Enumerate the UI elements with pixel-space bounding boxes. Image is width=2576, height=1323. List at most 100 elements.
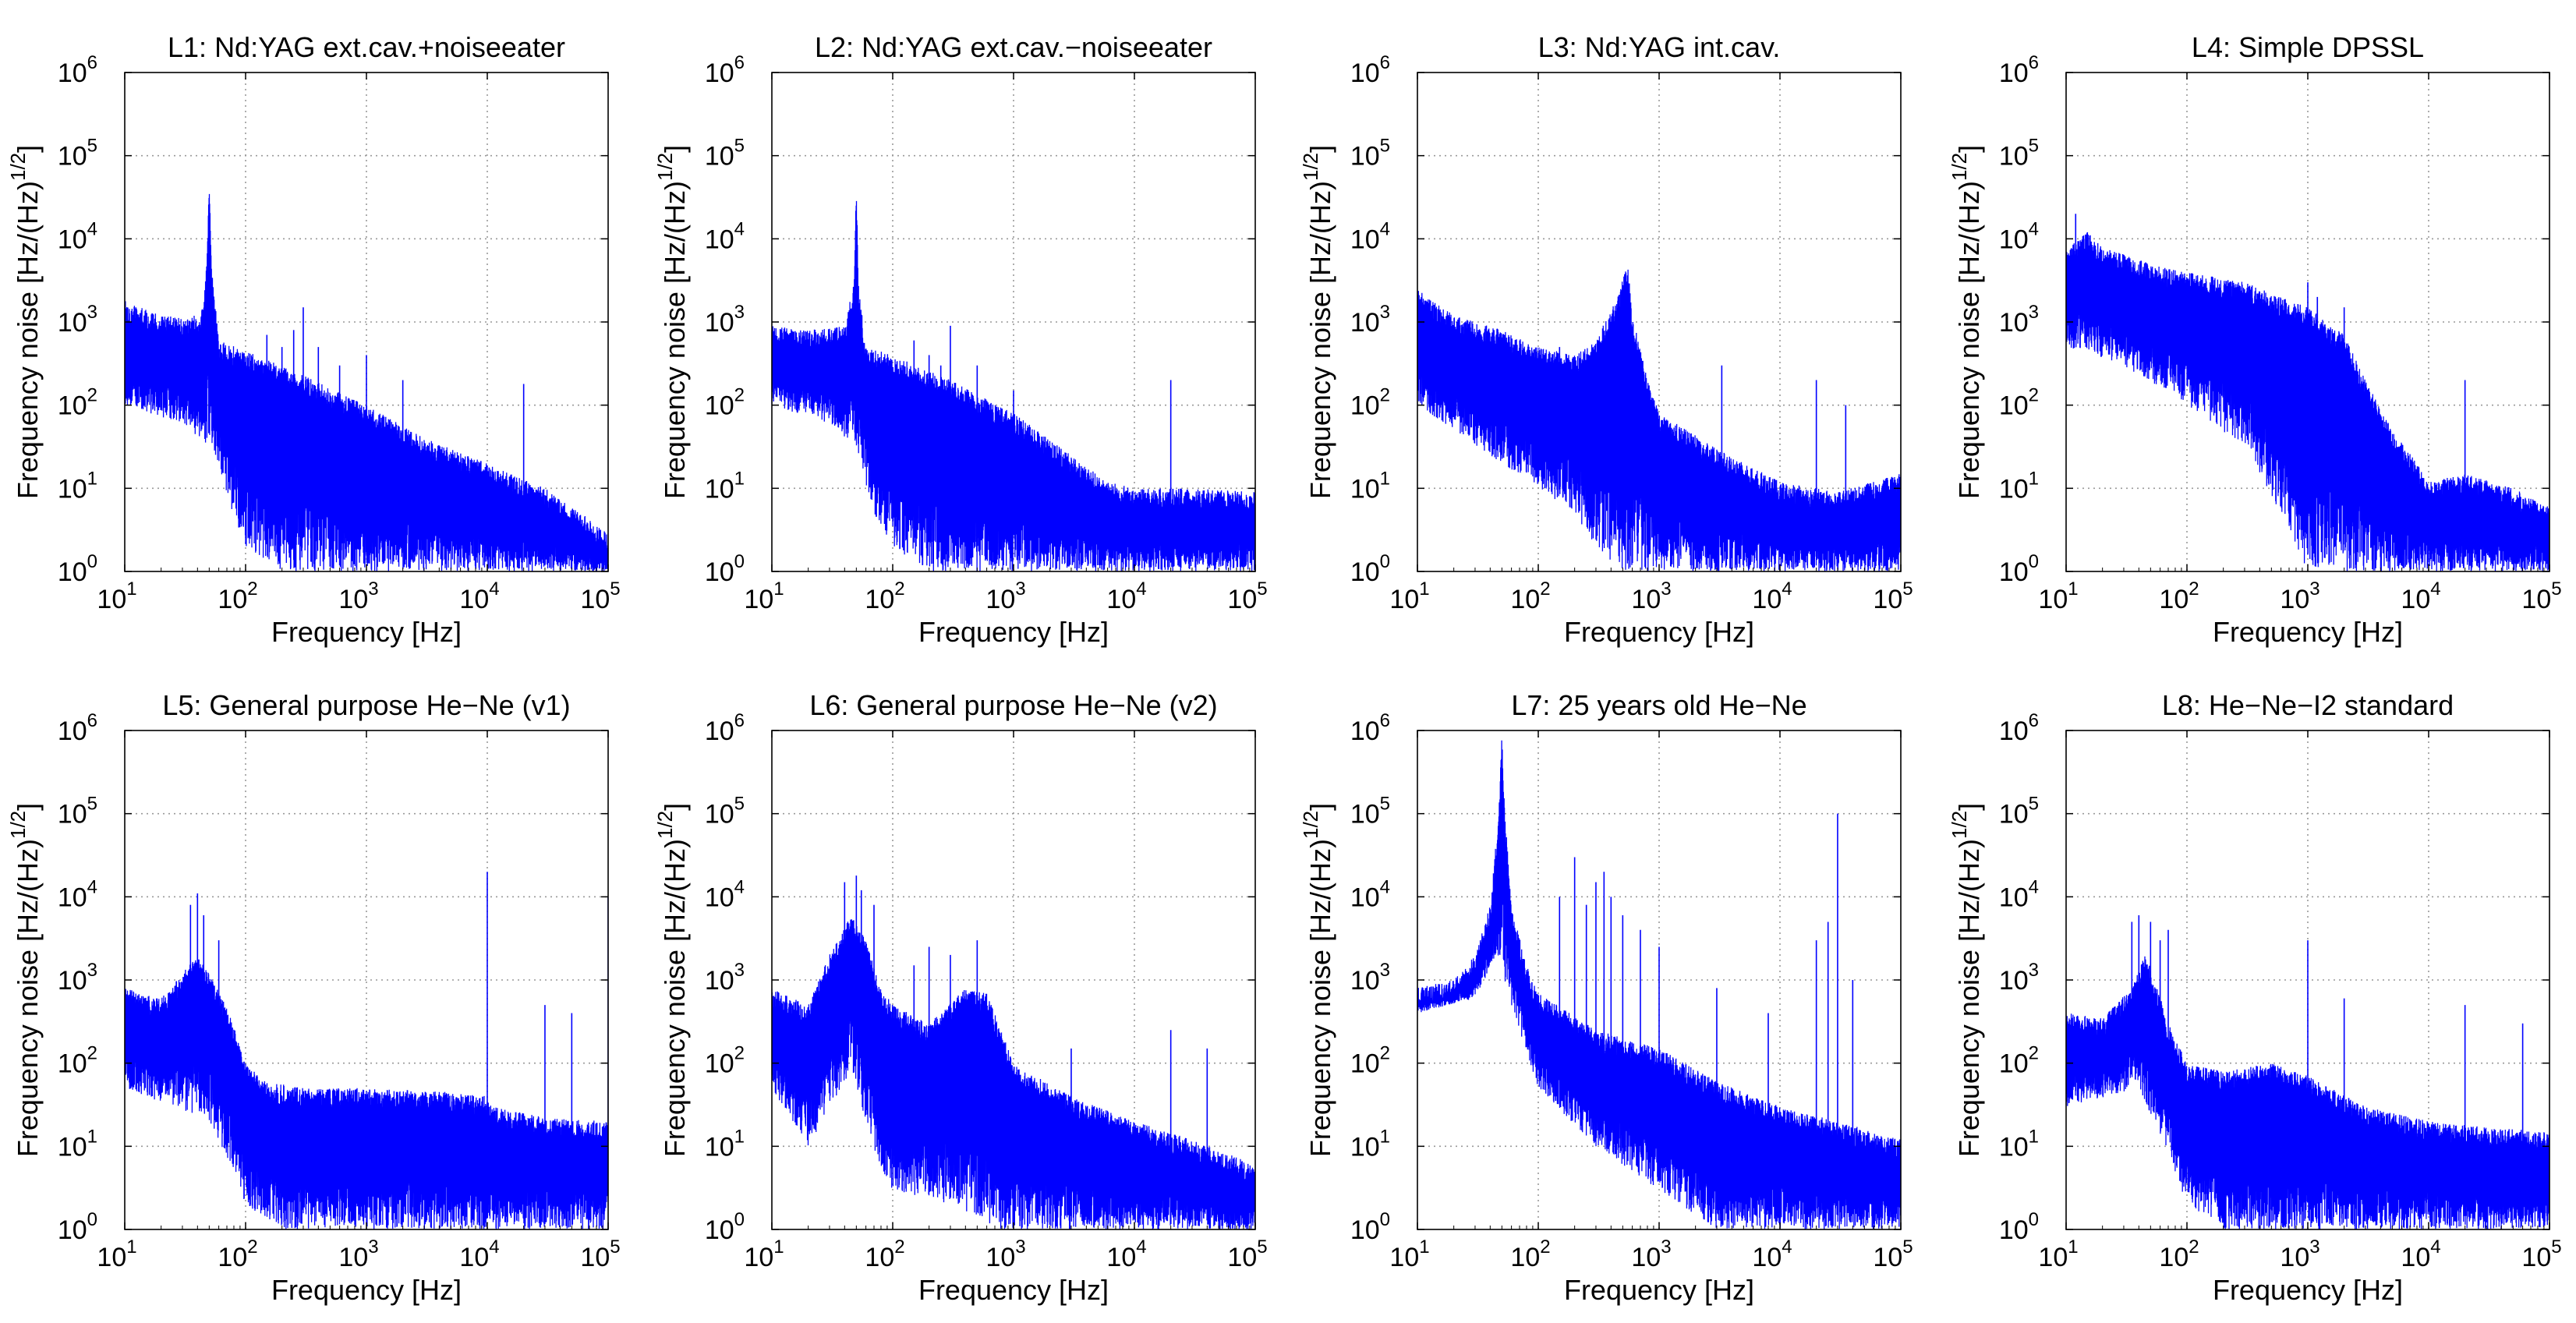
- y-tick-base: 10: [705, 966, 734, 996]
- y-label-sup: 1/2: [1299, 811, 1322, 839]
- y-tick-label: 104: [705, 876, 745, 912]
- x-tick-exp: 2: [1540, 578, 1550, 600]
- y-tick-base: 10: [58, 142, 87, 172]
- y-label-sup: 1/2: [6, 153, 30, 181]
- y-tick-exp: 5: [1380, 136, 1390, 157]
- y-tick-exp: 6: [734, 52, 745, 73]
- chart-title: L6: General purpose He−Ne (v2): [809, 689, 1217, 721]
- x-tick-label: 103: [1631, 1236, 1671, 1272]
- y-label-sup: 1/2: [1948, 153, 1971, 181]
- x-tick-exp: 4: [1782, 578, 1792, 600]
- x-tick-exp: 3: [368, 1236, 378, 1258]
- y-tick-base: 10: [705, 308, 734, 338]
- y-tick-base: 10: [1350, 966, 1380, 996]
- x-tick-label: 103: [338, 1236, 378, 1272]
- y-tick-exp: 0: [1380, 551, 1390, 572]
- y-tick-label: 106: [58, 52, 97, 88]
- y-label-main: Frequency noise [Hz/(Hz): [12, 839, 44, 1157]
- y-tick-base: 10: [58, 883, 87, 912]
- x-axis-label: Frequency [Hz]: [271, 616, 462, 648]
- y-tick-exp: 6: [1380, 52, 1390, 73]
- y-tick-exp: 4: [734, 218, 745, 239]
- y-tick-label: 106: [1999, 52, 2039, 88]
- x-tick-label: 101: [1389, 1236, 1429, 1272]
- y-tick-label: 106: [1350, 710, 1390, 746]
- y-tick-exp: 0: [87, 551, 97, 572]
- y-tick-label: 102: [58, 1043, 97, 1079]
- y-tick-exp: 5: [734, 136, 745, 157]
- x-tick-exp: 4: [2430, 1236, 2440, 1258]
- x-tick-base: 10: [2280, 585, 2309, 614]
- y-tick-label: 105: [58, 136, 97, 172]
- y-tick-base: 10: [705, 883, 734, 912]
- y-tick-exp: 6: [734, 710, 745, 731]
- x-tick-base: 10: [459, 585, 489, 614]
- x-tick-exp: 5: [610, 1236, 620, 1258]
- series-line: [2066, 233, 2549, 571]
- x-tick-label: 104: [459, 1236, 499, 1272]
- x-tick-exp: 3: [1661, 1236, 1671, 1258]
- series-line: [1417, 269, 1901, 571]
- y-tick-exp: 4: [87, 876, 97, 897]
- y-tick-exp: 4: [1380, 876, 1390, 897]
- y-tick-exp: 2: [2029, 385, 2039, 406]
- y-label-main: Frequency noise [Hz/(Hz): [1953, 181, 1985, 499]
- y-tick-label: 106: [1999, 710, 2039, 746]
- x-tick-label: 102: [1510, 1236, 1550, 1272]
- y-tick-base: 10: [58, 58, 87, 88]
- y-tick-exp: 4: [734, 876, 745, 897]
- x-tick-exp: 3: [2309, 578, 2319, 600]
- y-tick-base: 10: [705, 142, 734, 172]
- x-tick-base: 10: [338, 1243, 368, 1272]
- x-tick-label: 105: [580, 1236, 620, 1272]
- y-axis-label: Frequency noise [Hz/(Hz)1/2]: [653, 145, 691, 499]
- y-tick-exp: 4: [1380, 218, 1390, 239]
- x-tick-base: 10: [97, 1243, 126, 1272]
- y-tick-base: 10: [1999, 557, 2029, 587]
- y-label-close: ]: [659, 145, 691, 153]
- y-tick-base: 10: [58, 225, 87, 254]
- y-tick-label: 104: [705, 218, 745, 254]
- y-label-close: ]: [1953, 145, 1985, 153]
- x-tick-base: 10: [1873, 1243, 1902, 1272]
- y-axis-label: Frequency noise [Hz/(Hz)1/2]: [6, 145, 44, 499]
- x-tick-exp: 2: [2189, 1236, 2199, 1258]
- y-tick-exp: 6: [2029, 710, 2039, 731]
- x-tick-base: 10: [218, 585, 247, 614]
- x-tick-label: 104: [1752, 578, 1792, 614]
- y-tick-base: 10: [1999, 800, 2029, 830]
- y-tick-label: 100: [58, 1209, 97, 1245]
- y-axis-label: Frequency noise [Hz/(Hz)1/2]: [6, 803, 44, 1157]
- x-tick-exp: 5: [1257, 578, 1267, 600]
- y-tick-label: 100: [1350, 1209, 1390, 1245]
- y-label-sup: 1/2: [653, 811, 677, 839]
- y-tick-exp: 3: [734, 302, 745, 323]
- x-tick-label: 104: [1106, 1236, 1146, 1272]
- y-label-main: Frequency noise [Hz/(Hz): [659, 839, 691, 1157]
- y-tick-base: 10: [58, 557, 87, 587]
- y-tick-label: 101: [1350, 1126, 1390, 1162]
- y-tick-label: 105: [1999, 794, 2039, 830]
- y-tick-exp: 2: [2029, 1043, 2039, 1064]
- x-tick-base: 10: [1227, 1243, 1257, 1272]
- y-tick-exp: 6: [87, 710, 97, 731]
- x-tick-label: 105: [1227, 1236, 1267, 1272]
- x-tick-exp: 2: [247, 1236, 257, 1258]
- y-label-main: Frequency noise [Hz/(Hz): [1304, 181, 1336, 499]
- x-axis-label: Frequency [Hz]: [271, 1274, 462, 1306]
- x-tick-label: 101: [2038, 578, 2078, 614]
- y-tick-exp: 6: [87, 52, 97, 73]
- y-tick-base: 10: [705, 800, 734, 830]
- y-label-close: ]: [1304, 803, 1336, 811]
- x-tick-exp: 2: [894, 1236, 904, 1258]
- y-tick-exp: 1: [2029, 1126, 2039, 1147]
- y-tick-label: 103: [58, 960, 97, 996]
- x-tick-label: 102: [218, 1236, 257, 1272]
- y-tick-label: 102: [705, 1043, 745, 1079]
- x-tick-exp: 1: [1419, 578, 1429, 600]
- y-tick-exp: 3: [1380, 302, 1390, 323]
- x-tick-exp: 3: [368, 578, 378, 600]
- y-tick-label: 102: [1350, 385, 1390, 421]
- y-label-main: Frequency noise [Hz/(Hz): [659, 181, 691, 499]
